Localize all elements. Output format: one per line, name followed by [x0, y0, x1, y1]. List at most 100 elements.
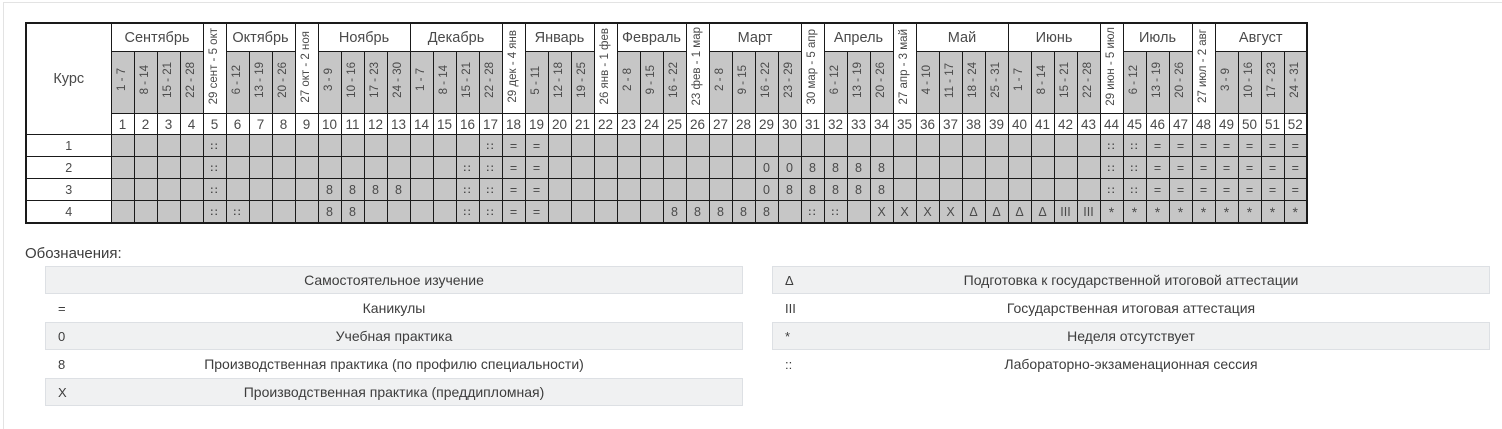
week-cell: =: [501, 134, 526, 157]
week-cell: 8: [662, 200, 687, 224]
rotated-label: 13 - 19: [1151, 62, 1164, 98]
course-label: 1: [25, 134, 112, 157]
week-cell: ::: [478, 178, 503, 201]
rotated-label: 6 - 12: [829, 65, 842, 95]
week-range-header: 20 - 26: [271, 51, 296, 114]
week-cell: 8: [340, 178, 365, 201]
rotated-label: 15 - 21: [1059, 62, 1072, 98]
legend-row: X Производственная практика (преддипломн…: [45, 378, 743, 406]
week-number: 12: [363, 113, 388, 135]
week-number: 33: [846, 113, 871, 135]
week-cell: =: [501, 200, 526, 224]
week-number: 51: [1260, 113, 1285, 135]
week-number: 36: [915, 113, 940, 135]
week-cell: *: [1214, 200, 1239, 224]
week-range-header: 4 - 10: [915, 51, 940, 114]
week-cell: *: [1099, 200, 1124, 224]
rotated-label: 27 июл - 2 авг: [1197, 29, 1210, 104]
week-number: 10: [317, 113, 342, 135]
week-cell: [133, 156, 158, 179]
week-number: 23: [616, 113, 641, 135]
week-number: 9: [294, 113, 319, 135]
week-cell: [271, 200, 296, 224]
week-cell: [271, 178, 296, 201]
week-cell: [110, 178, 135, 201]
week-cell: [1030, 156, 1055, 179]
week-number: 17: [478, 113, 503, 135]
week-cell: =: [501, 178, 526, 201]
week-cell: [455, 134, 480, 157]
week-cell: [1053, 156, 1078, 179]
legend-symbol: ::: [785, 356, 793, 372]
rotated-label: 13 - 19: [852, 62, 865, 98]
rotated-label: 23 фев - 1 мар: [691, 27, 704, 106]
week-range-header: 13 - 19: [248, 51, 273, 114]
rotated-label: 3 - 9: [1220, 68, 1233, 92]
week-number: 42: [1053, 113, 1078, 135]
week-number: 43: [1076, 113, 1101, 135]
week-cell: 8: [386, 178, 411, 201]
week-range-header: 9 - 15: [639, 51, 664, 114]
week-cell: ::: [800, 200, 825, 224]
week-cell: 8: [754, 200, 779, 224]
week-range-header: 8 - 14: [1030, 51, 1055, 114]
week-cell: [179, 156, 204, 179]
week-cell: [386, 156, 411, 179]
week-cell: [1076, 178, 1101, 201]
week-cell: 8: [317, 200, 342, 224]
week-cell: X: [869, 200, 894, 224]
rotated-label: 16 - 22: [760, 62, 773, 98]
week-cell: =: [1214, 178, 1239, 201]
week-cell: [432, 134, 457, 157]
week-cell: Δ: [984, 200, 1009, 224]
week-cell: [1076, 134, 1101, 157]
legend-row: * Неделя отсутствует: [772, 322, 1490, 350]
week-cell: [570, 156, 595, 179]
week-cell: [593, 134, 618, 157]
week-cell: [915, 134, 940, 157]
month-header: Февраль: [616, 22, 687, 52]
rotated-label: 25 - 31: [990, 62, 1003, 98]
week-range-header: 2 - 8: [616, 51, 641, 114]
week-cell: [271, 134, 296, 157]
rotated-label: 18 - 24: [967, 62, 980, 98]
week-cell: ::: [455, 156, 480, 179]
week-range-header: 20 - 26: [1168, 51, 1193, 114]
rotated-label: 20 - 26: [1174, 62, 1187, 98]
week-cell: =: [1237, 134, 1262, 157]
course-row: 4:::: 8 8:::: = = 8 8 8 8 8:::: X X X X Δ Δ Δ Δ III III * * * *…: [25, 200, 1308, 224]
week-number: 28: [731, 113, 756, 135]
rotated-label: 2 - 8: [622, 68, 635, 92]
week-cell: 8: [823, 156, 848, 179]
week-number: 32: [823, 113, 848, 135]
legend-label: Каникулы: [362, 300, 426, 316]
week-cell: 8: [846, 178, 871, 201]
week-cell: [685, 156, 710, 179]
rotated-label: 6 - 12: [1128, 65, 1141, 95]
week-number: 39: [984, 113, 1009, 135]
rotated-label: 24 - 30: [392, 62, 405, 98]
week-range-header: 16 - 22: [754, 51, 779, 114]
rotated-label: 8 - 14: [438, 65, 451, 95]
rotated-label: 10 - 16: [1243, 62, 1256, 98]
week-cell: [225, 178, 250, 201]
week-cell: [133, 134, 158, 157]
rotated-label: 19 - 25: [576, 62, 589, 98]
rotated-label: 24 - 31: [1289, 62, 1302, 98]
week-cell: X: [938, 200, 963, 224]
week-cell: =: [1260, 134, 1285, 157]
week-cell: [363, 200, 388, 224]
week-cell: =: [1214, 156, 1239, 179]
transition-week-header: 23 фев - 1 мар: [685, 22, 710, 114]
transition-week-header: 27 апр - 3 май: [892, 22, 917, 114]
week-cell: [156, 178, 181, 201]
week-cell: [547, 134, 572, 157]
week-cell: [317, 156, 342, 179]
transition-week-header: 29 сент - 5 окт: [202, 22, 227, 114]
legend-label: Учебная практика: [335, 328, 453, 344]
rotated-label: 29 июн - 5 июл: [1105, 27, 1118, 106]
week-range-header: 15 - 21: [1053, 51, 1078, 114]
legend-label: Лабораторно-экзаменационная сессия: [1004, 356, 1258, 372]
week-number: 7: [248, 113, 273, 135]
week-cell: X: [915, 200, 940, 224]
